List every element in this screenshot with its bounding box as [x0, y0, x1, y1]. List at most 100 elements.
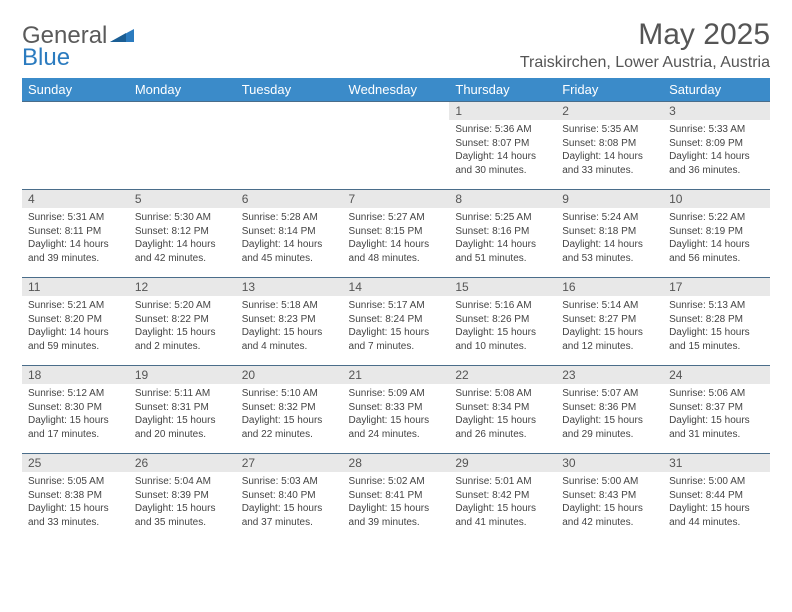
calendar-week-row: 11Sunrise: 5:21 AMSunset: 8:20 PMDayligh…	[22, 278, 770, 366]
day-header: Sunday	[22, 78, 129, 102]
sunset-text: Sunset: 8:40 PM	[242, 489, 337, 503]
daylight-text-2: and 59 minutes.	[28, 340, 123, 354]
day-body: Sunrise: 5:13 AMSunset: 8:28 PMDaylight:…	[663, 296, 770, 357]
day-number: 5	[129, 190, 236, 208]
sunrise-text: Sunrise: 5:11 AM	[135, 387, 230, 401]
daylight-text-1: Daylight: 15 hours	[455, 414, 550, 428]
day-number: 14	[343, 278, 450, 296]
daylight-text-1: Daylight: 14 hours	[669, 238, 764, 252]
daylight-text-2: and 33 minutes.	[562, 164, 657, 178]
sunrise-text: Sunrise: 5:04 AM	[135, 475, 230, 489]
sunrise-text: Sunrise: 5:18 AM	[242, 299, 337, 313]
sunrise-text: Sunrise: 5:36 AM	[455, 123, 550, 137]
day-number: 7	[343, 190, 450, 208]
day-body: Sunrise: 5:10 AMSunset: 8:32 PMDaylight:…	[236, 384, 343, 445]
day-body: Sunrise: 5:17 AMSunset: 8:24 PMDaylight:…	[343, 296, 450, 357]
sunrise-text: Sunrise: 5:08 AM	[455, 387, 550, 401]
day-number: 26	[129, 454, 236, 472]
calendar-day-cell: 22Sunrise: 5:08 AMSunset: 8:34 PMDayligh…	[449, 366, 556, 454]
daylight-text-1: Daylight: 15 hours	[562, 414, 657, 428]
sunset-text: Sunset: 8:36 PM	[562, 401, 657, 415]
day-number: 11	[22, 278, 129, 296]
calendar-day-cell: 9Sunrise: 5:24 AMSunset: 8:18 PMDaylight…	[556, 190, 663, 278]
day-number: 27	[236, 454, 343, 472]
day-number: 16	[556, 278, 663, 296]
day-body: Sunrise: 5:33 AMSunset: 8:09 PMDaylight:…	[663, 120, 770, 181]
sunrise-text: Sunrise: 5:00 AM	[669, 475, 764, 489]
location-label: Traiskirchen, Lower Austria, Austria	[520, 54, 770, 72]
day-number: 24	[663, 366, 770, 384]
day-number: 9	[556, 190, 663, 208]
sunrise-text: Sunrise: 5:05 AM	[28, 475, 123, 489]
calendar-body: ....1Sunrise: 5:36 AMSunset: 8:07 PMDayl…	[22, 102, 770, 542]
day-number: 20	[236, 366, 343, 384]
daylight-text-1: Daylight: 15 hours	[242, 326, 337, 340]
sunset-text: Sunset: 8:16 PM	[455, 225, 550, 239]
day-body: Sunrise: 5:04 AMSunset: 8:39 PMDaylight:…	[129, 472, 236, 533]
daylight-text-2: and 15 minutes.	[669, 340, 764, 354]
day-body: Sunrise: 5:31 AMSunset: 8:11 PMDaylight:…	[22, 208, 129, 269]
day-number: 13	[236, 278, 343, 296]
daylight-text-1: Daylight: 14 hours	[28, 326, 123, 340]
sunset-text: Sunset: 8:28 PM	[669, 313, 764, 327]
calendar-day-cell: .	[236, 102, 343, 190]
daylight-text-1: Daylight: 15 hours	[349, 326, 444, 340]
day-header: Saturday	[663, 78, 770, 102]
day-number: 12	[129, 278, 236, 296]
sunrise-text: Sunrise: 5:10 AM	[242, 387, 337, 401]
calendar-day-cell: .	[129, 102, 236, 190]
daylight-text-1: Daylight: 15 hours	[242, 502, 337, 516]
calendar-day-cell: 10Sunrise: 5:22 AMSunset: 8:19 PMDayligh…	[663, 190, 770, 278]
calendar-day-cell: 21Sunrise: 5:09 AMSunset: 8:33 PMDayligh…	[343, 366, 450, 454]
calendar-day-cell: .	[22, 102, 129, 190]
daylight-text-2: and 12 minutes.	[562, 340, 657, 354]
calendar-day-cell: 16Sunrise: 5:14 AMSunset: 8:27 PMDayligh…	[556, 278, 663, 366]
sunrise-text: Sunrise: 5:24 AM	[562, 211, 657, 225]
calendar-day-cell: 19Sunrise: 5:11 AMSunset: 8:31 PMDayligh…	[129, 366, 236, 454]
sunset-text: Sunset: 8:38 PM	[28, 489, 123, 503]
sunset-text: Sunset: 8:43 PM	[562, 489, 657, 503]
day-body: Sunrise: 5:20 AMSunset: 8:22 PMDaylight:…	[129, 296, 236, 357]
daylight-text-2: and 17 minutes.	[28, 428, 123, 442]
calendar-day-cell: 8Sunrise: 5:25 AMSunset: 8:16 PMDaylight…	[449, 190, 556, 278]
sunrise-text: Sunrise: 5:00 AM	[562, 475, 657, 489]
day-header: Thursday	[449, 78, 556, 102]
daylight-text-2: and 56 minutes.	[669, 252, 764, 266]
daylight-text-1: Daylight: 14 hours	[242, 238, 337, 252]
calendar-day-cell: 2Sunrise: 5:35 AMSunset: 8:08 PMDaylight…	[556, 102, 663, 190]
daylight-text-2: and 39 minutes.	[349, 516, 444, 530]
sunset-text: Sunset: 8:42 PM	[455, 489, 550, 503]
daylight-text-1: Daylight: 15 hours	[242, 414, 337, 428]
daylight-text-2: and 31 minutes.	[669, 428, 764, 442]
sunset-text: Sunset: 8:41 PM	[349, 489, 444, 503]
sunset-text: Sunset: 8:14 PM	[242, 225, 337, 239]
sunset-text: Sunset: 8:23 PM	[242, 313, 337, 327]
calendar-day-cell: 26Sunrise: 5:04 AMSunset: 8:39 PMDayligh…	[129, 454, 236, 542]
calendar-week-row: 25Sunrise: 5:05 AMSunset: 8:38 PMDayligh…	[22, 454, 770, 542]
calendar-day-cell: 14Sunrise: 5:17 AMSunset: 8:24 PMDayligh…	[343, 278, 450, 366]
logo-triangle-icon	[110, 24, 134, 48]
day-number: 23	[556, 366, 663, 384]
daylight-text-1: Daylight: 15 hours	[455, 502, 550, 516]
day-number: 10	[663, 190, 770, 208]
day-body: Sunrise: 5:12 AMSunset: 8:30 PMDaylight:…	[22, 384, 129, 445]
sunset-text: Sunset: 8:33 PM	[349, 401, 444, 415]
daylight-text-1: Daylight: 14 hours	[135, 238, 230, 252]
day-body: Sunrise: 5:00 AMSunset: 8:44 PMDaylight:…	[663, 472, 770, 533]
calendar-week-row: 4Sunrise: 5:31 AMSunset: 8:11 PMDaylight…	[22, 190, 770, 278]
sunset-text: Sunset: 8:30 PM	[28, 401, 123, 415]
sunrise-text: Sunrise: 5:30 AM	[135, 211, 230, 225]
daylight-text-2: and 36 minutes.	[669, 164, 764, 178]
calendar-day-cell: 11Sunrise: 5:21 AMSunset: 8:20 PMDayligh…	[22, 278, 129, 366]
daylight-text-1: Daylight: 14 hours	[562, 150, 657, 164]
sunrise-text: Sunrise: 5:16 AM	[455, 299, 550, 313]
day-body: Sunrise: 5:03 AMSunset: 8:40 PMDaylight:…	[236, 472, 343, 533]
daylight-text-2: and 26 minutes.	[455, 428, 550, 442]
daylight-text-2: and 7 minutes.	[349, 340, 444, 354]
daylight-text-1: Daylight: 14 hours	[455, 238, 550, 252]
daylight-text-2: and 24 minutes.	[349, 428, 444, 442]
calendar-day-cell: 28Sunrise: 5:02 AMSunset: 8:41 PMDayligh…	[343, 454, 450, 542]
calendar-day-cell: 17Sunrise: 5:13 AMSunset: 8:28 PMDayligh…	[663, 278, 770, 366]
sunset-text: Sunset: 8:39 PM	[135, 489, 230, 503]
calendar-day-cell: 18Sunrise: 5:12 AMSunset: 8:30 PMDayligh…	[22, 366, 129, 454]
